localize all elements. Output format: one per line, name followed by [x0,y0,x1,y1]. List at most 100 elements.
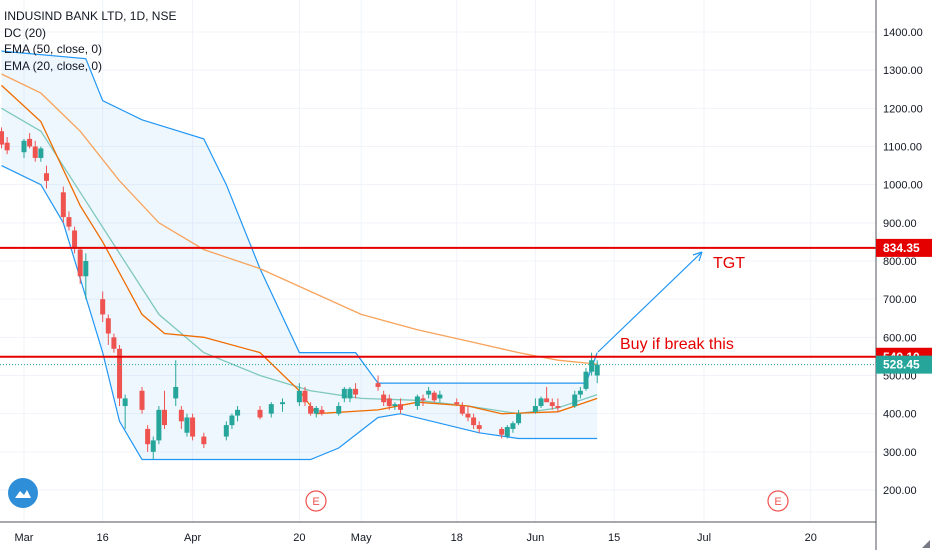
candle-body [21,140,27,153]
candle-body [161,409,167,426]
candle-body [139,390,145,410]
candle-body [341,388,347,399]
candle-body [296,390,302,403]
annotations: TGT Buy if break this E E [305,251,789,512]
arrow-head-icon [692,251,703,262]
candle-body [538,398,544,407]
price-label: 528.45 [883,358,920,372]
target-label: TGT [713,255,745,272]
price-tick-label: 900.00 [883,218,917,230]
donchian-upper [1,50,598,384]
price-label-box [876,238,932,257]
earnings-label: E [312,496,319,508]
candle-body [60,192,66,218]
candle-body [150,440,156,452]
grid [0,0,876,522]
candle-body [156,409,162,441]
candle-body [105,318,111,334]
horizontal-lines [0,246,876,366]
price-label: 834.35 [883,241,920,255]
trend-arrow-line [597,251,703,353]
price-tick-label: 700.00 [883,294,917,306]
candle-body [392,404,398,407]
time-tick-label: Jun [527,532,545,544]
tradingview-logo-icon[interactable] [8,478,38,508]
candle-body [583,371,589,389]
time-tick-label: 20 [805,532,817,544]
time-tick-label: Mar [15,532,34,544]
candle-body [178,409,184,422]
candle-body [414,396,420,407]
candle-body [229,415,235,426]
candle-body [122,398,128,407]
candle-body [319,409,325,414]
candle-body [381,394,387,403]
earnings-label: E [774,496,781,508]
candle-body [302,390,308,403]
time-tick-label: Apr [184,532,201,544]
candle-body [280,402,286,405]
candle-body [77,249,83,277]
price-tick-label: 600.00 [883,332,917,344]
candle-body [454,402,460,405]
candle-body [223,425,229,437]
price-axis[interactable]: 1400.00 1300.00 1200.00 1100.00 1000.00 900.0… [875,0,932,550]
price-tick-label: 1000.00 [883,180,923,192]
time-tick-label: May [351,532,372,544]
time-tick-label: 15 [608,532,620,544]
candle-body [420,398,426,401]
time-axis[interactable]: Mar 16 Apr 20 May 18 Jun 15 Jul 20 [0,521,930,548]
candle-body [308,406,314,414]
candle-body [577,390,583,395]
price-tick-label: 800.00 [883,256,917,268]
candle-body [437,394,443,399]
price-tick-label: 1400.00 [883,27,923,39]
candle-body [426,390,432,395]
candle-body [549,402,555,407]
candle-body [72,230,78,248]
ema-line [1,73,598,365]
candle-body [4,142,10,151]
candle-body [117,348,123,399]
time-tick-label: 18 [451,532,463,544]
candle-body [257,409,263,418]
candle-body [465,413,471,418]
candle-body [83,261,89,277]
candle-body [313,407,319,414]
price-tick-label: 1100.00 [883,142,922,154]
legend-symbol[interactable]: INDUSIND BANK LTD, 1D, NSE [4,9,177,23]
candle-body [459,406,465,414]
legend-ema50[interactable]: EMA (50, close, 0) [4,42,103,56]
price-label-box [876,355,932,374]
ema-line [1,84,598,415]
earnings-marker [767,490,789,512]
candle-body [504,427,510,437]
candle-body [173,386,179,399]
candle-body [431,392,437,401]
candle-body [190,417,196,437]
candle-body [201,436,207,445]
price-tick-label: 1200.00 [883,103,923,115]
candle-body [111,337,117,349]
candle-body [353,388,359,395]
price-tick-label: 200.00 [883,485,917,497]
candle-body [184,417,190,433]
chart-legend: INDUSIND BANK LTD, 1D, NSE DC (20) EMA (… [4,8,176,74]
candle-body [471,417,477,426]
candle-body [386,398,392,407]
candle-body [43,173,49,181]
candle-body [510,423,516,429]
legend-dc[interactable]: DC (20) [4,25,47,40]
candle-body [589,360,595,372]
buy-label: Buy if break this [620,336,734,353]
legend-ema20[interactable]: EMA (20, close, 0) [4,58,103,73]
candle-body [100,299,106,315]
candle-body [66,217,72,227]
price-tick-label: 400.00 [883,409,917,421]
candle-body [555,406,561,408]
scale-corner-icon [922,540,930,548]
time-tick-label: 20 [293,532,305,544]
candle-body [572,394,578,407]
candle-body [516,413,522,424]
